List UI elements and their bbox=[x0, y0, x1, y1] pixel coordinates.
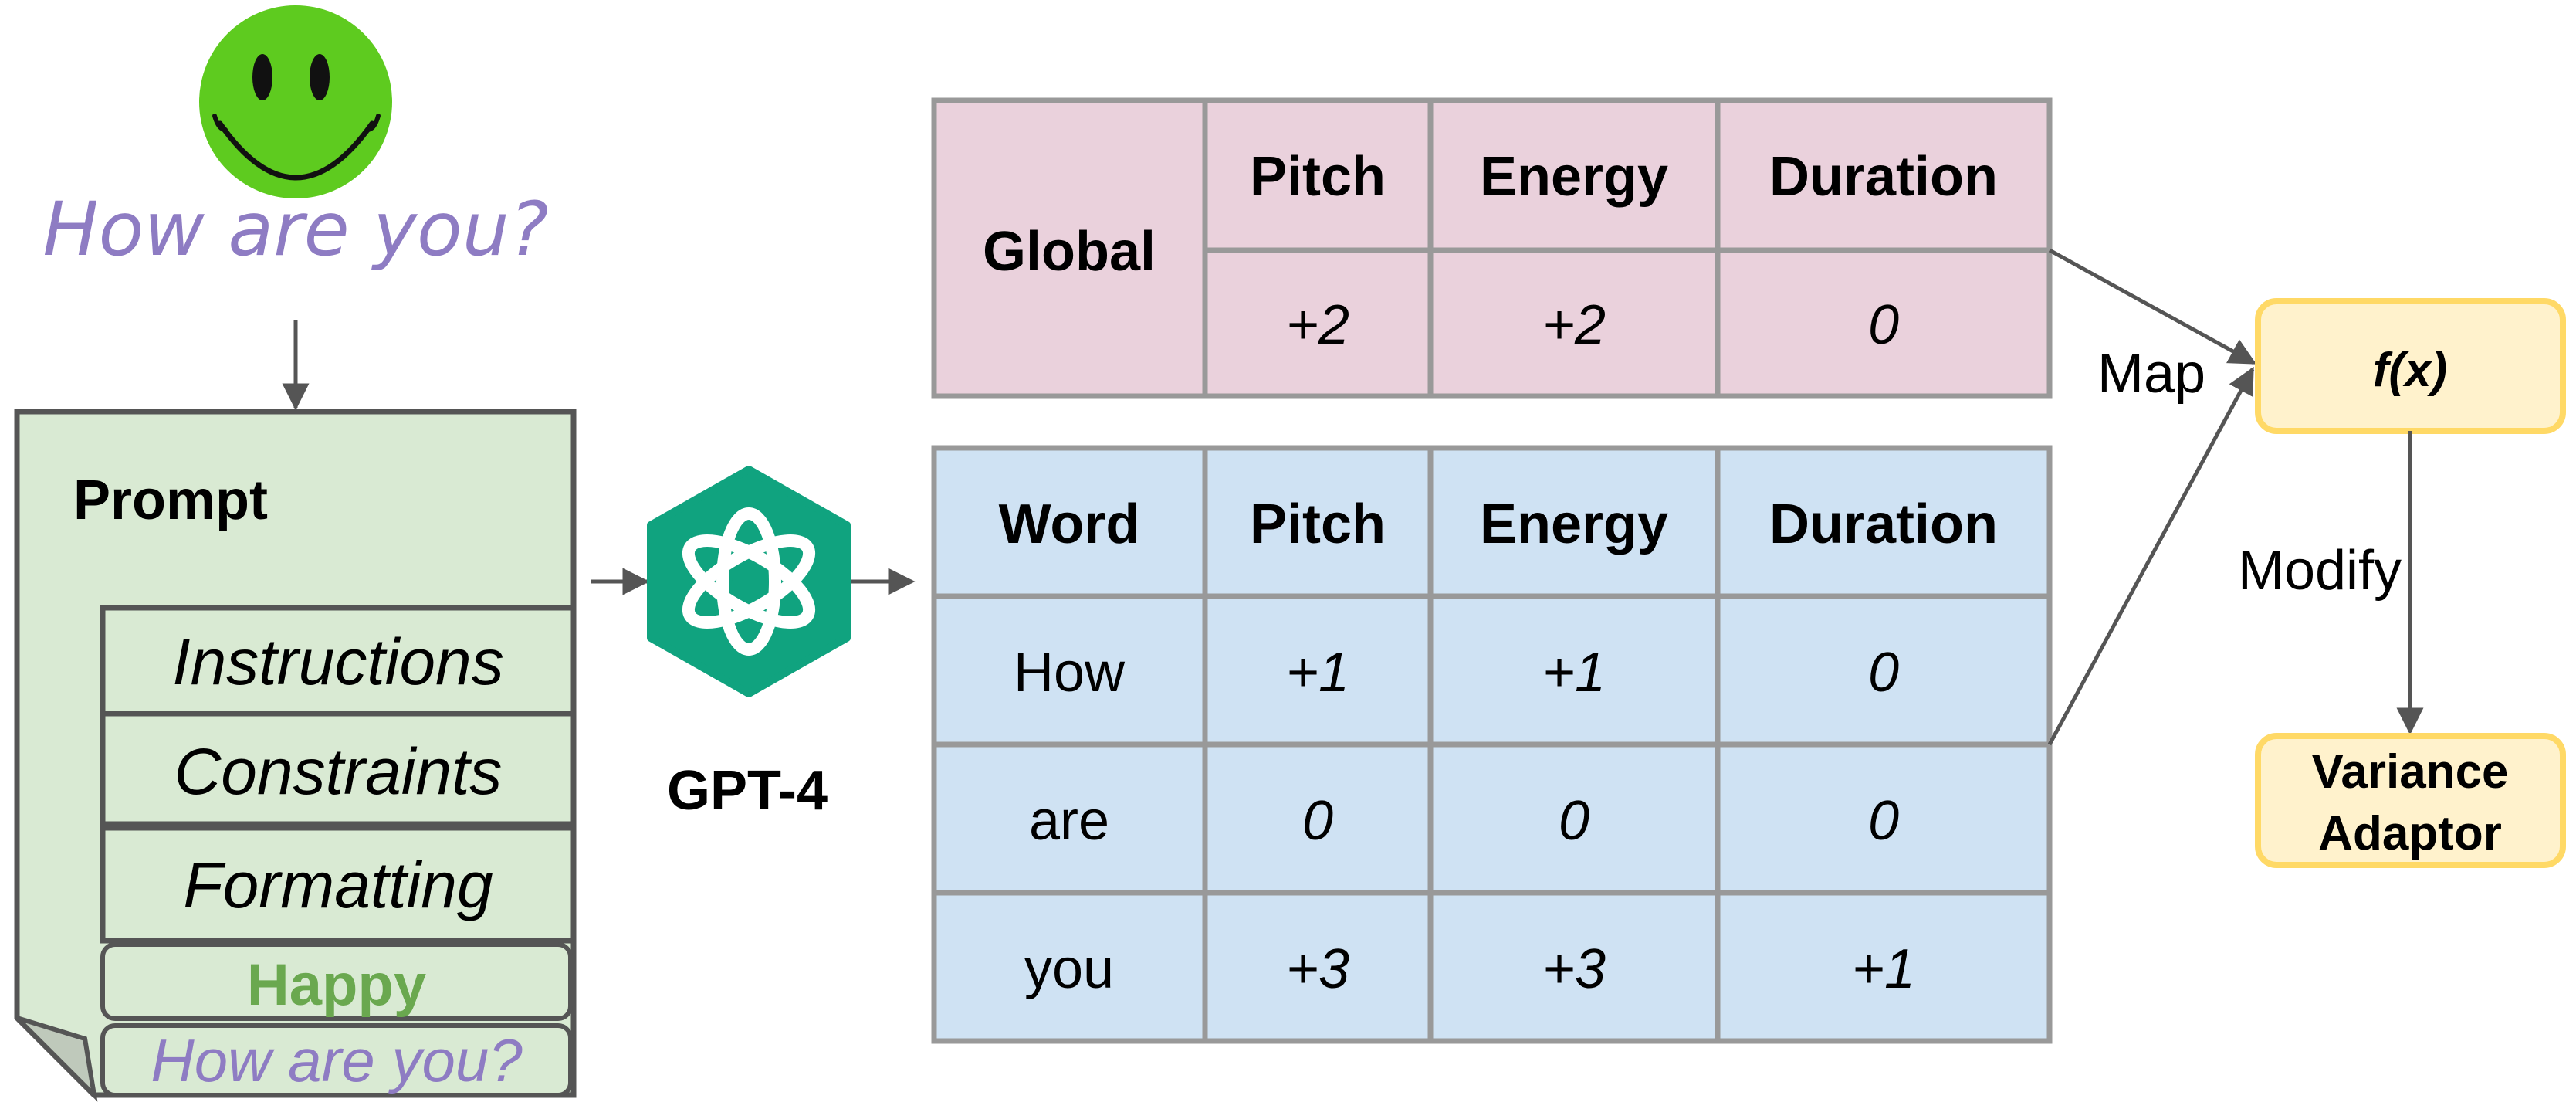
adaptor-label-line1: Variance bbox=[2311, 745, 2508, 799]
prompt-sections bbox=[100, 605, 577, 1097]
word-header-pitch: Pitch bbox=[1250, 493, 1386, 555]
arrow-global-to-fx bbox=[2048, 248, 2257, 365]
openai-logo-icon bbox=[647, 466, 851, 697]
global-header-pitch: Pitch bbox=[1250, 146, 1386, 208]
word-row-1-energy: +1 bbox=[1542, 642, 1606, 704]
speech-text: How are you? bbox=[42, 186, 548, 273]
global-table bbox=[931, 97, 2053, 399]
prompt-title: Prompt bbox=[73, 470, 268, 531]
arrow-word-to-fx bbox=[2047, 366, 2255, 746]
prompt-emotion: Happy bbox=[247, 952, 426, 1018]
global-row-label: Global bbox=[983, 221, 1156, 283]
word-row-2-energy: 0 bbox=[1559, 790, 1589, 852]
word-row-3-pitch: +3 bbox=[1286, 938, 1349, 1000]
prompt-constraints: Constraints bbox=[174, 735, 503, 808]
word-header-energy: Energy bbox=[1480, 493, 1668, 555]
word-row-3-duration: +1 bbox=[1852, 938, 1915, 1000]
variance-adaptor-box bbox=[2255, 733, 2566, 868]
global-duration-value: 0 bbox=[1868, 294, 1899, 356]
word-row-2-duration: 0 bbox=[1868, 790, 1899, 852]
word-row-1-duration: 0 bbox=[1868, 642, 1899, 704]
map-label: Map bbox=[2097, 343, 2205, 405]
word-header-word: Word bbox=[999, 493, 1140, 555]
word-row-2-word: are bbox=[1029, 790, 1109, 852]
global-pitch-value: +2 bbox=[1286, 294, 1349, 356]
global-header-duration: Duration bbox=[1769, 146, 1998, 208]
prompt-formatting: Formatting bbox=[183, 849, 493, 921]
smiley-face-icon bbox=[199, 5, 392, 198]
global-energy-value: +2 bbox=[1542, 294, 1606, 356]
word-row-2-pitch: 0 bbox=[1302, 790, 1333, 852]
word-row-3-energy: +3 bbox=[1542, 938, 1606, 1000]
model-name: GPT-4 bbox=[667, 760, 828, 822]
word-row-1-word: How bbox=[1014, 642, 1126, 704]
adaptor-label-line2: Adaptor bbox=[2318, 807, 2502, 860]
prompt-instructions: Instructions bbox=[172, 626, 504, 698]
modify-label: Modify bbox=[2238, 540, 2402, 602]
global-header-energy: Energy bbox=[1480, 146, 1668, 208]
word-row-1-pitch: +1 bbox=[1286, 642, 1349, 704]
function-label: f(x) bbox=[2373, 344, 2447, 397]
word-row-3-word: you bbox=[1024, 938, 1114, 1000]
prompt-input-text: How are you? bbox=[151, 1026, 523, 1094]
word-header-duration: Duration bbox=[1769, 493, 1998, 555]
word-table bbox=[931, 445, 2053, 1044]
